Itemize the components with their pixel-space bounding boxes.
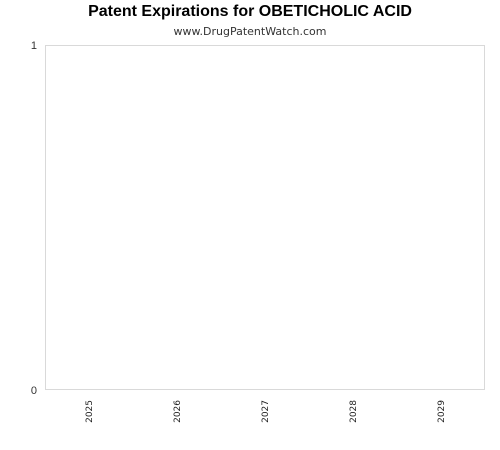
- y-tick-label: 1: [31, 40, 37, 52]
- x-tick-label: 2026: [173, 400, 183, 423]
- y-tick-label: 0: [31, 385, 37, 397]
- x-tick-label: 2027: [261, 400, 271, 423]
- x-axis: 2025 2026 2027 2028 2029: [85, 400, 447, 423]
- plot-frame: [46, 46, 485, 390]
- x-tick-label: 2028: [349, 400, 359, 423]
- x-tick-label: 2025: [85, 400, 95, 423]
- x-tick-label: 2029: [437, 400, 447, 423]
- y-axis: 01: [31, 40, 37, 397]
